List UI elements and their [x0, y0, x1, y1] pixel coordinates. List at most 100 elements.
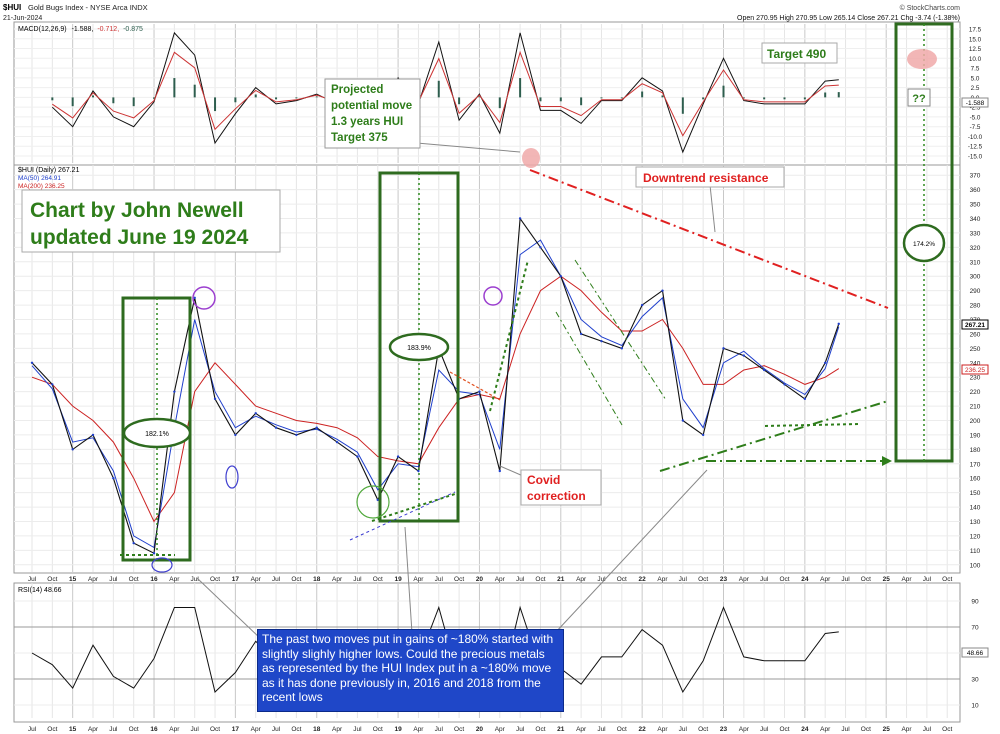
x-tick-label: Jul	[516, 576, 525, 583]
x-tick-label: Jul	[191, 576, 200, 583]
x-tick-label: Oct	[373, 576, 383, 583]
x-tick-label: 21	[557, 576, 565, 583]
x-tick-label: Jul	[841, 726, 850, 733]
x-tick-label: Oct	[210, 726, 220, 733]
covid-label-line1: Covid	[527, 473, 560, 487]
downtrend-box	[635, 166, 785, 188]
x-tick-label: Oct	[861, 726, 871, 733]
x-tick-label: Apr	[88, 726, 99, 733]
projection-arrow-head	[882, 456, 892, 466]
covid-pointer	[499, 465, 524, 477]
projection-line4: Target 375	[331, 132, 388, 144]
hui-price-point	[30, 361, 34, 364]
x-tick-label: 17	[232, 726, 240, 733]
x-tick-label: Oct	[47, 576, 57, 583]
rsi-y-tick: 90	[971, 599, 979, 606]
macd-line	[51, 31, 839, 154]
rsi-right-tag	[961, 647, 989, 658]
hui-price-point	[376, 498, 379, 502]
downtrend-label: Downtrend resistance	[643, 171, 769, 185]
hui-price-point	[722, 347, 725, 350]
peak-circle-2020	[483, 286, 503, 306]
projection-line2: potential move	[331, 100, 412, 112]
price-legend-ma200: MA(200) 236.25	[18, 183, 65, 190]
hui-price-point	[620, 347, 624, 350]
gain-ellipse-2018	[388, 332, 450, 362]
chart-credit-line2: updated June 19 2024	[30, 226, 249, 249]
price-y-tick: 360	[970, 187, 981, 194]
price-y-tick: 190	[970, 432, 981, 439]
x-tick-label: Oct	[373, 726, 383, 733]
question-label: ??	[912, 93, 926, 105]
price-y-tick: 320	[970, 245, 981, 252]
x-tick-label: Jul	[597, 726, 606, 733]
index-name: Gold Bugs Index - NYSE Arca INDX	[28, 3, 148, 12]
x-tick-label: 16	[150, 726, 158, 733]
target-490-box	[761, 42, 838, 64]
x-tick-label: 25	[883, 726, 891, 733]
x-tick-label: Jul	[272, 576, 281, 583]
x-tick-label: Jul	[435, 576, 444, 583]
rsi-line	[31, 605, 839, 694]
x-tick-label: 18	[313, 726, 321, 733]
ma200-tag	[961, 364, 989, 375]
x-tick-label: Apr	[576, 726, 587, 733]
price-y-tick: 150	[970, 490, 981, 497]
hui-price-point	[417, 469, 420, 473]
hui-price-point	[803, 397, 807, 401]
x-tick-label: Apr	[251, 576, 262, 583]
x-tick-label: Oct	[698, 576, 708, 583]
price-y-tick: 100	[970, 562, 981, 569]
note-pointer-2018	[404, 526, 413, 634]
hui-price-point	[132, 541, 135, 545]
x-tick-label: Jul	[679, 726, 688, 733]
x-tick-label: Oct	[47, 726, 57, 733]
hui-price-point	[681, 419, 685, 422]
price-y-tick: 180	[970, 447, 981, 454]
x-tick-label: Apr	[88, 576, 99, 583]
x-tick-label: 25	[883, 576, 891, 583]
peak-marker-2020	[522, 148, 540, 168]
hui-price-point	[661, 289, 664, 292]
hui-price-point	[274, 426, 278, 429]
x-tick-label: Apr	[576, 576, 587, 583]
price-y-tick: 120	[970, 533, 981, 540]
x-tick-label: Oct	[535, 576, 545, 583]
hui-price-point	[356, 455, 359, 458]
price-y-tick: 340	[970, 216, 981, 223]
x-tick-label: Jul	[272, 726, 281, 733]
x-tick-label: Oct	[129, 726, 139, 733]
x-tick-label: Apr	[332, 726, 343, 733]
macd-right-value-box	[961, 97, 989, 108]
hui-price-point	[193, 296, 196, 300]
price-y-tick: 220	[970, 389, 981, 396]
x-tick-label: Apr	[169, 726, 180, 733]
x-tick-label: 23	[720, 726, 728, 733]
price-y-tick: 140	[970, 505, 981, 512]
macd-series	[51, 31, 840, 154]
macd-y-tick: 2.5	[971, 85, 980, 92]
x-tick-label: Oct	[861, 576, 871, 583]
price-y-tick: 110	[970, 548, 981, 555]
hui-price-point	[152, 552, 156, 555]
downtrend-line	[529, 169, 889, 309]
x-tick-label: 15	[69, 726, 77, 733]
macd-y-tick: -15.0	[968, 154, 983, 161]
x-tick-label: Oct	[454, 576, 464, 583]
hui-price-point	[315, 426, 318, 429]
hui-price-point	[112, 477, 115, 480]
gain-ellipse-2016	[122, 417, 192, 449]
price-y-tick: 300	[970, 274, 981, 281]
rsi-y-tick: 70	[971, 625, 979, 632]
x-tick-label: 18	[313, 576, 321, 583]
x-tick-label: Apr	[169, 576, 180, 583]
hui-price-point	[783, 383, 786, 386]
macd-y-tick: -7.5	[970, 124, 981, 131]
macd-y-tick: 7.5	[971, 66, 980, 73]
title-box	[21, 189, 281, 253]
x-tick-label: Oct	[129, 576, 139, 583]
x-tick-label: Jul	[28, 576, 37, 583]
price-y-tick: 310	[970, 259, 981, 266]
macd-legend-name: MACD(12,26,9)	[18, 26, 67, 33]
